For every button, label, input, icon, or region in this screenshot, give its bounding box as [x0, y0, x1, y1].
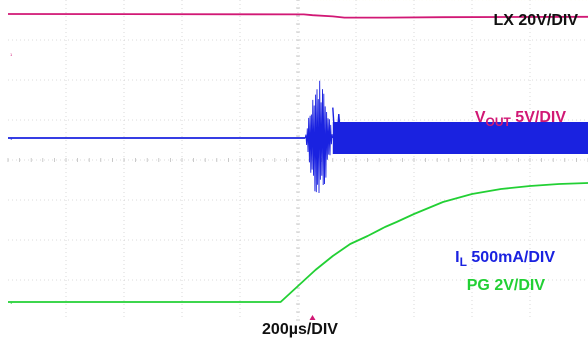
- scope-graticule: [7, 0, 588, 321]
- pg-label-main: PG 2V/DIV: [467, 277, 546, 294]
- lx-label-main: LX 20V/DIV: [494, 12, 579, 29]
- scope-labels: LX 20V/DIV VOUT 5V/DIV IL 500mA/DIV PG 2V/D…: [262, 12, 578, 338]
- scope-traces: 1111: [7, 0, 588, 305]
- trigger-position-marker: [309, 315, 316, 320]
- il-ripple-band: [332, 122, 588, 154]
- vout-label-main: V: [475, 109, 486, 126]
- il-channel-label: IL 500mA/DIV: [455, 249, 555, 269]
- vout-ground-marker: 1: [10, 52, 13, 57]
- pg-channel-label: PG 2V/DIV: [467, 277, 546, 294]
- il-label-subscript: L: [460, 255, 467, 269]
- lx-switching-edges: [313, 0, 587, 1]
- il-ripple-onset: [332, 107, 343, 155]
- vout-channel-label: VOUT 5V/DIV: [475, 109, 566, 129]
- vout-label-subscript: OUT: [486, 115, 512, 129]
- vout-trace: [7, 13, 588, 19]
- time-scale-label: 200µs/DIV: [262, 321, 338, 338]
- il-ringing-burst: [304, 80, 334, 194]
- il-label-main: I: [455, 249, 459, 266]
- lx-channel-label: LX 20V/DIV: [494, 12, 579, 29]
- lx-ground-marker: 1: [10, 0, 13, 1]
- vout-label-tail: 5V/DIV: [511, 109, 566, 126]
- il-label-tail: 500mA/DIV: [467, 249, 555, 266]
- pg-trace: [8, 182, 588, 303]
